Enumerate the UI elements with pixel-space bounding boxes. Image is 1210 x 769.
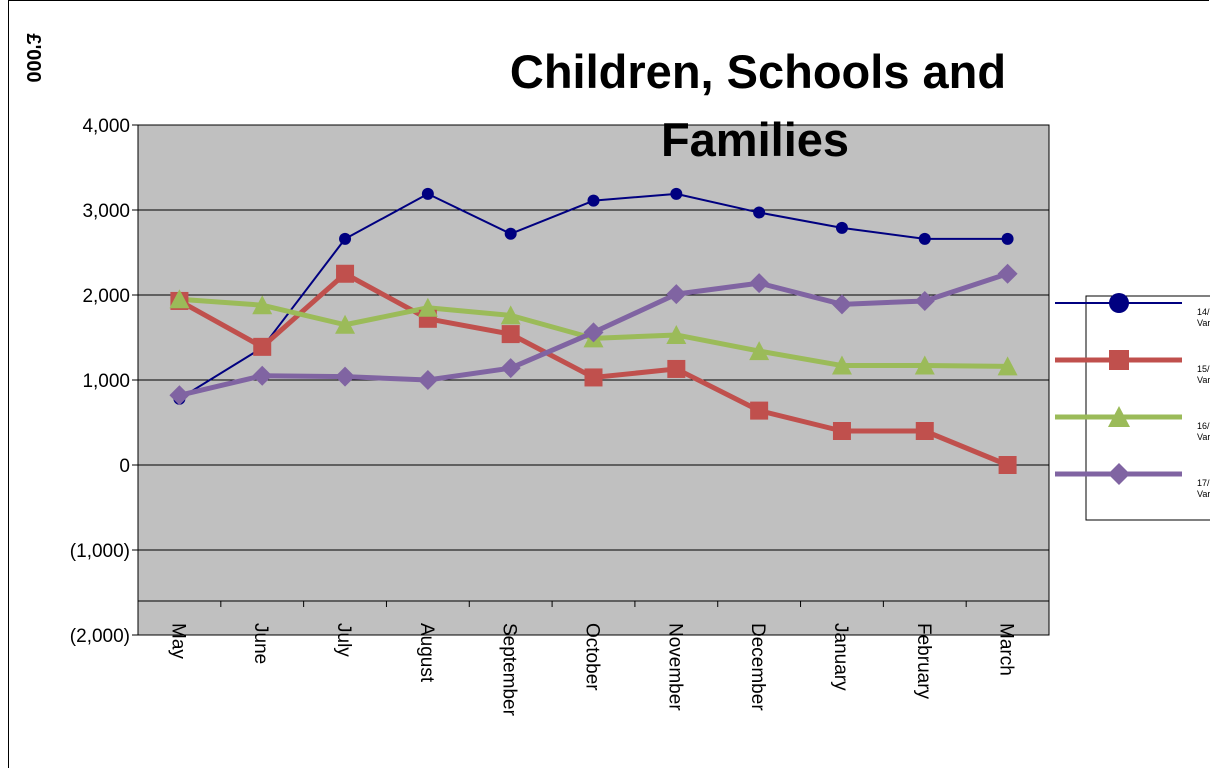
data-point-circle xyxy=(1109,293,1129,313)
data-point-square xyxy=(253,337,272,356)
data-point-square xyxy=(584,368,603,387)
x-tick-label: March xyxy=(996,623,1017,676)
legend-label: 14/ xyxy=(1197,307,1210,317)
x-axis: May June July August September October Novembe… xyxy=(137,600,1050,717)
data-point-diamond xyxy=(417,370,438,390)
y-axis-label: £'000 xyxy=(22,33,44,82)
x-tick-label: February xyxy=(913,623,934,700)
series-markers xyxy=(169,187,1018,474)
data-point-square xyxy=(667,359,686,378)
y-tick-label: 2,000 xyxy=(82,286,130,307)
data-point-square xyxy=(832,422,851,440)
x-tick-label: November xyxy=(664,623,685,711)
legend-label: 17/ xyxy=(1197,478,1210,488)
data-point-circle xyxy=(504,227,517,240)
data-point-triangle xyxy=(335,314,356,334)
data-point-diamond xyxy=(997,263,1018,284)
data-point-diamond xyxy=(583,322,604,343)
data-point-triangle xyxy=(417,297,438,317)
data-point-diamond xyxy=(914,290,935,311)
data-point-square xyxy=(750,401,769,420)
data-point-square xyxy=(1109,350,1129,370)
legend-label: Var xyxy=(1197,489,1210,499)
data-point-square xyxy=(501,325,520,344)
data-point-square xyxy=(336,264,355,283)
y-tick-label: 0 xyxy=(119,456,130,477)
data-point-triangle xyxy=(831,355,852,375)
data-point-triangle xyxy=(749,341,770,361)
data-point-triangle xyxy=(666,324,687,344)
data-point-triangle xyxy=(997,356,1018,376)
chart-frame xyxy=(8,0,1209,768)
data-point-triangle xyxy=(169,289,190,309)
data-point-triangle xyxy=(1108,406,1130,427)
x-tick-label: October xyxy=(582,623,603,691)
x-tick-label: September xyxy=(499,623,520,717)
chart-title-line2: Families xyxy=(661,113,849,166)
x-tick-label: August xyxy=(416,623,437,683)
data-point-circle xyxy=(918,232,931,245)
data-point-circle xyxy=(835,221,848,234)
y-tick-label: (2,000) xyxy=(70,626,130,647)
data-point-diamond xyxy=(749,273,770,294)
y-tick-label: 3,000 xyxy=(82,201,130,222)
legend-label: Var xyxy=(1197,318,1210,328)
legend-label: 15/ xyxy=(1197,364,1210,374)
x-tick-label: January xyxy=(830,623,851,691)
data-point-diamond xyxy=(831,294,852,315)
data-point-square xyxy=(915,422,934,440)
y-tick-label: 1,000 xyxy=(82,371,130,392)
data-point-circle xyxy=(753,206,766,219)
data-point-circle xyxy=(670,187,683,200)
x-tick-label: July xyxy=(333,623,354,657)
y-tick-label: (1,000) xyxy=(70,541,130,562)
x-tick-label: December xyxy=(747,623,768,711)
x-tick-label: May xyxy=(167,623,188,659)
y-tick-label: 4,000 xyxy=(82,116,130,137)
y-axis-ticks: (2,000) (1,000) 0 1,000 2,000 3,000 4,000 xyxy=(70,116,138,647)
data-point-circle xyxy=(421,187,434,200)
gridlines xyxy=(138,209,1049,551)
x-tick-label: June xyxy=(250,623,271,664)
legend-label: Var xyxy=(1197,432,1210,442)
data-point-diamond xyxy=(1108,463,1130,485)
legend-box xyxy=(1085,295,1210,521)
data-point-diamond xyxy=(252,365,273,386)
data-point-circle xyxy=(587,194,600,207)
legend-label: 16/ xyxy=(1197,421,1210,431)
data-point-diamond xyxy=(335,366,356,387)
data-point-triangle xyxy=(500,305,521,325)
data-point-square xyxy=(998,456,1017,474)
data-point-triangle xyxy=(252,295,273,315)
data-point-circle xyxy=(1001,232,1014,245)
data-point-circle xyxy=(339,232,352,245)
data-point-diamond xyxy=(500,358,521,379)
data-point-triangle xyxy=(914,355,935,375)
data-point-diamond xyxy=(169,385,190,406)
legend-label: Var xyxy=(1197,375,1210,385)
data-point-diamond xyxy=(666,284,687,305)
chart-title-line1: Children, Schools and xyxy=(510,45,1006,98)
